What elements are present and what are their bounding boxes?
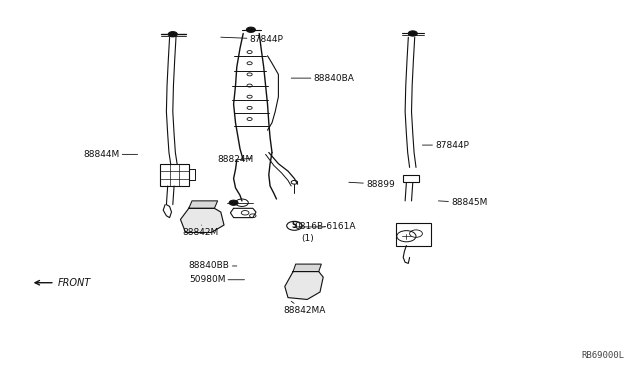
Text: 88840BA: 88840BA bbox=[291, 74, 355, 83]
Bar bbox=[396, 223, 431, 246]
Text: 88845M: 88845M bbox=[438, 198, 488, 207]
Polygon shape bbox=[189, 201, 218, 208]
Text: 87844P: 87844P bbox=[422, 141, 469, 150]
Text: 88824M: 88824M bbox=[218, 155, 254, 164]
Text: 88842M: 88842M bbox=[182, 225, 219, 237]
Circle shape bbox=[246, 27, 255, 32]
Text: 88840BB: 88840BB bbox=[189, 262, 237, 270]
Circle shape bbox=[229, 200, 238, 205]
Text: RB69000L: RB69000L bbox=[581, 351, 624, 360]
Circle shape bbox=[168, 32, 177, 37]
Polygon shape bbox=[180, 208, 224, 232]
Circle shape bbox=[408, 31, 417, 36]
Text: (1): (1) bbox=[301, 234, 314, 243]
Text: 88899: 88899 bbox=[349, 180, 395, 189]
Text: 88842MA: 88842MA bbox=[284, 301, 326, 315]
Text: FRONT: FRONT bbox=[35, 278, 91, 288]
Text: 88844M: 88844M bbox=[83, 150, 138, 159]
Text: 87844P: 87844P bbox=[221, 35, 284, 44]
Text: 0816B-6161A: 0816B-6161A bbox=[294, 222, 356, 231]
Bar bbox=[403, 175, 419, 182]
Bar bbox=[160, 164, 189, 186]
Polygon shape bbox=[293, 264, 321, 272]
Polygon shape bbox=[285, 272, 323, 299]
Text: 50980M: 50980M bbox=[189, 275, 244, 284]
Text: S: S bbox=[292, 221, 297, 230]
